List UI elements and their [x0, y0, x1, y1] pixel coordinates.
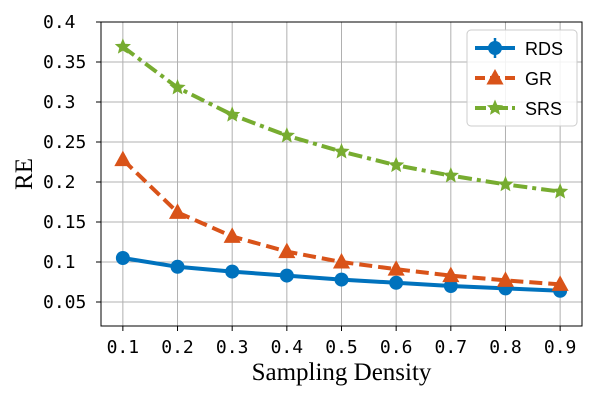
- series-gr: [114, 150, 569, 291]
- data-point-srs: [552, 183, 569, 199]
- data-point-gr: [387, 260, 405, 276]
- legend-label-srs: SRS: [525, 99, 562, 119]
- y-tick-label: 0.4: [43, 12, 86, 33]
- data-point-rds: [170, 259, 185, 274]
- legend-item-srs: SRS: [475, 99, 562, 119]
- legend-item-rds: RDS: [475, 38, 563, 59]
- data-point-srs: [442, 167, 459, 183]
- data-point-rds: [225, 264, 240, 279]
- x-tick-label: 0.7: [435, 337, 468, 358]
- x-tick-label: 0.2: [161, 337, 194, 358]
- legend-label-gr: GR: [525, 69, 552, 89]
- legend-marker-srs: [486, 99, 504, 115]
- legend-label-rds: RDS: [525, 39, 563, 59]
- data-point-gr: [442, 266, 460, 283]
- y-tick-label: 0.35: [43, 52, 86, 73]
- legend-marker-gr: [486, 69, 504, 85]
- data-point-srs: [278, 127, 295, 143]
- y-axis-ticks: 0.05 0.1 0.15 0.2 0.25 0.3 0.35 0.4: [43, 12, 101, 313]
- y-axis-title: RE: [11, 158, 38, 190]
- x-tick-label: 0.3: [216, 337, 249, 358]
- data-point-gr: [551, 275, 569, 291]
- x-axis-ticks: 0.1 0.2 0.3 0.4 0.5 0.6 0.7 0.8 0.9: [107, 326, 577, 358]
- data-point-srs: [333, 143, 350, 159]
- y-tick-label: 0.15: [43, 212, 86, 233]
- data-point-srs: [497, 175, 514, 192]
- data-point-rds: [115, 251, 130, 265]
- data-point-gr: [496, 271, 515, 287]
- y-tick-label: 0.25: [43, 132, 86, 153]
- x-tick-label: 0.9: [544, 337, 577, 358]
- data-point-rds: [443, 279, 458, 293]
- data-point-srs: [224, 106, 241, 122]
- y-tick-label: 0.1: [43, 252, 86, 273]
- legend: RDS GR SRS: [466, 29, 578, 127]
- x-tick-label: 0.4: [271, 337, 304, 358]
- data-point-gr: [168, 203, 187, 219]
- data-point-srs: [388, 156, 405, 173]
- y-tick-label: 0.3: [43, 92, 86, 113]
- legend-item-gr: GR: [475, 69, 552, 89]
- x-axis-title: Sampling Density: [252, 359, 432, 386]
- x-tick-label: 0.8: [489, 337, 522, 358]
- data-point-gr: [278, 242, 296, 259]
- data-point-gr: [332, 253, 351, 269]
- data-point-srs: [169, 79, 186, 95]
- y-tick-label: 0.05: [43, 292, 86, 313]
- x-tick-label: 0.5: [325, 337, 358, 358]
- series-srs: [114, 38, 569, 199]
- data-point-gr: [114, 150, 132, 167]
- x-tick-label: 0.6: [380, 337, 413, 358]
- y-tick-label: 0.2: [43, 172, 86, 193]
- data-point-gr: [223, 227, 241, 243]
- legend-marker-rds: [488, 41, 502, 55]
- x-tick-label: 0.1: [107, 337, 140, 358]
- data-point-srs: [114, 38, 131, 54]
- data-point-rds: [279, 268, 294, 283]
- data-point-rds: [389, 275, 404, 290]
- series-layer: [114, 38, 569, 298]
- data-point-rds: [334, 272, 349, 287]
